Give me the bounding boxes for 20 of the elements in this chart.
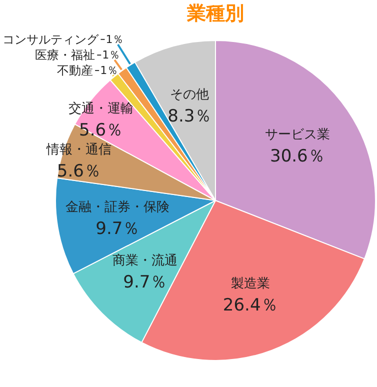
slice-label: 製造業 xyxy=(230,276,270,292)
slice-label: 金融・証券・保険 xyxy=(66,200,170,215)
data-label: 5.6％ xyxy=(79,120,124,141)
data-label: 1％ xyxy=(102,48,120,62)
data-label: 1％ xyxy=(106,32,124,46)
data-label: 1％ xyxy=(100,64,118,78)
data-label: 8.3％ xyxy=(168,106,212,127)
slice-label: コンサルティング xyxy=(2,32,100,46)
chart-title: 業種別 xyxy=(186,2,244,24)
slice-label: サービス業 xyxy=(264,128,330,143)
slice-label: 交通・運輸 xyxy=(68,100,134,117)
data-label: 9.7％ xyxy=(96,218,140,239)
data-label: 9.7％ xyxy=(123,272,168,292)
data-label: 30.6％ xyxy=(270,146,325,167)
slice-label: 商業・流通 xyxy=(112,252,178,268)
slice-label: 医療・福祉 xyxy=(35,48,96,62)
slice-label: その他 xyxy=(170,88,210,103)
slice-label: 不動産 xyxy=(57,64,94,78)
data-label: 5.6％ xyxy=(56,161,101,182)
data-label: 26.4％ xyxy=(222,295,278,316)
